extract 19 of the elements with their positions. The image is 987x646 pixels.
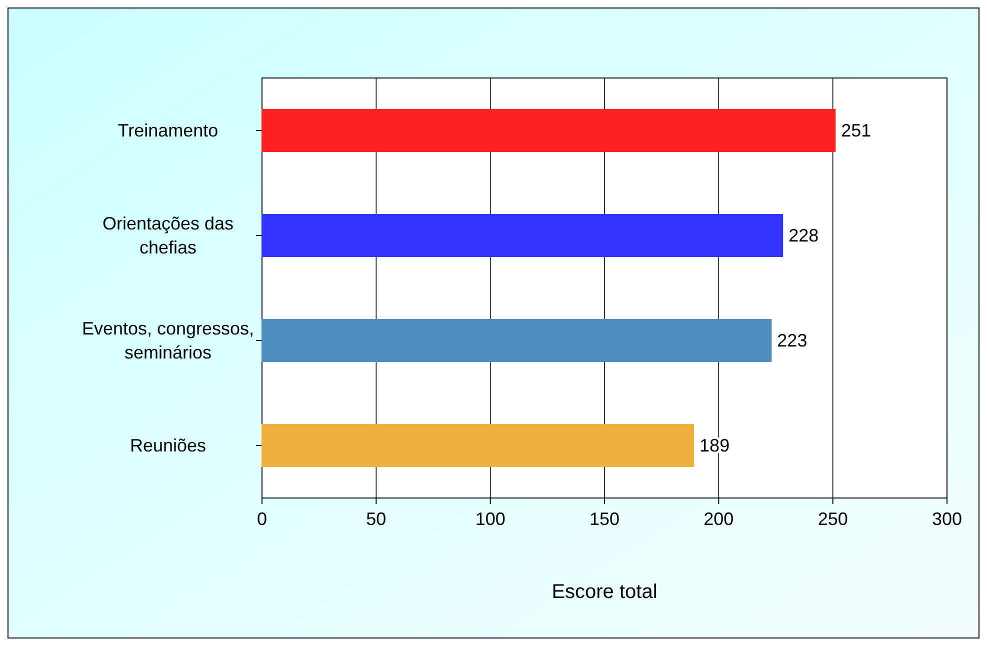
- bar: [262, 424, 694, 467]
- x-tick-label: 100: [475, 509, 506, 529]
- x-tick-label: 250: [818, 509, 848, 529]
- x-tick-label: 200: [704, 509, 734, 529]
- y-tick-label: Eventos, congressos, seminários: [82, 318, 254, 362]
- x-tick-label: 50: [366, 509, 386, 529]
- bar: [262, 214, 784, 257]
- data-label: 228: [788, 226, 819, 246]
- bar: [262, 109, 836, 152]
- data-label: 251: [841, 120, 872, 140]
- data-label: 223: [777, 330, 808, 350]
- bar: [262, 319, 772, 362]
- x-tick-label: 300: [932, 509, 962, 529]
- y-tick-label: Reuniões: [130, 436, 206, 456]
- x-tick-label: 0: [256, 509, 268, 529]
- x-axis-title: Escore total: [552, 581, 658, 603]
- y-tick-label: Treinamento: [118, 120, 218, 140]
- x-tick-label: 150: [589, 509, 620, 529]
- y-tick-label: Orientações das chefias: [102, 214, 234, 258]
